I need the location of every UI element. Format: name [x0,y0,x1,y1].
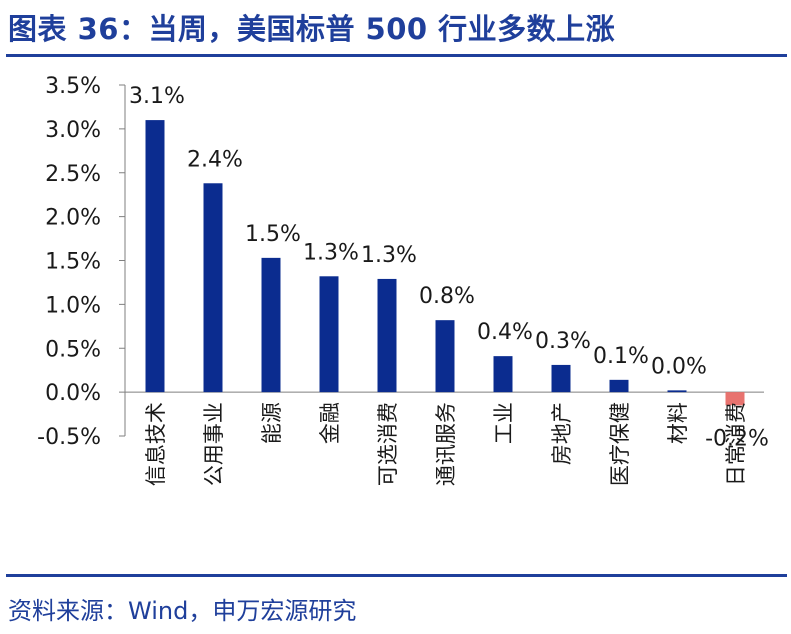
category-label: 工业 [492,402,516,444]
bar [261,257,281,393]
y-tick-label: -0.5% [37,425,101,450]
data-label: 1.3% [303,240,359,265]
data-label: 2.4% [187,147,243,172]
category-label: 公用事业 [202,402,226,486]
chart-title: 图表 36：当周，美国标普 500 行业多数上涨 [8,12,616,46]
y-tick-label: 1.0% [45,293,101,318]
data-label: 1.5% [245,222,301,247]
footer-divider [6,574,787,577]
category-label: 医疗保健 [608,402,632,486]
y-tick-label: 2.0% [45,206,101,231]
y-tick-label: 2.5% [45,162,101,187]
category-label: 金融 [318,402,342,444]
data-label: 0.1% [593,344,649,369]
data-label: -0.2% [705,426,769,451]
data-label: 3.1% [129,84,185,109]
bar [609,379,629,393]
category-label: 信息技术 [144,402,168,486]
category-label: 能源 [260,402,284,444]
bar [319,276,339,393]
category-label: 材料 [666,402,690,444]
bar [725,392,745,406]
y-tick-label: 0.5% [45,337,101,362]
bar [377,278,397,393]
category-label: 日常消费 [724,402,748,486]
category-label: 房地产 [550,402,574,465]
category-label: 通讯服务 [434,402,458,486]
bar [203,183,223,393]
bar [435,320,455,393]
data-label: 0.0% [651,354,707,379]
y-tick-label: 0.0% [45,381,101,406]
bar [145,120,165,393]
data-label: 0.8% [419,284,475,309]
data-label: 0.4% [477,320,533,345]
bar [493,356,513,393]
bar [551,364,571,393]
title-divider [6,54,787,57]
data-label: 0.3% [535,329,591,354]
y-tick-label: 3.0% [45,118,101,143]
bar [667,390,687,393]
source-note: 资料来源：Wind，申万宏源研究 [8,597,357,625]
bar-chart: 3.5% 3.0% 2.5% 2.0% 1.5% 1.0% 0.5% 0.0% -0.5% 3.1… [37,74,769,486]
y-tick-label: 3.5% [45,74,101,99]
data-label: 1.3% [361,243,417,268]
category-label: 可选消费 [376,402,400,486]
y-tick-label: 1.5% [45,250,101,275]
